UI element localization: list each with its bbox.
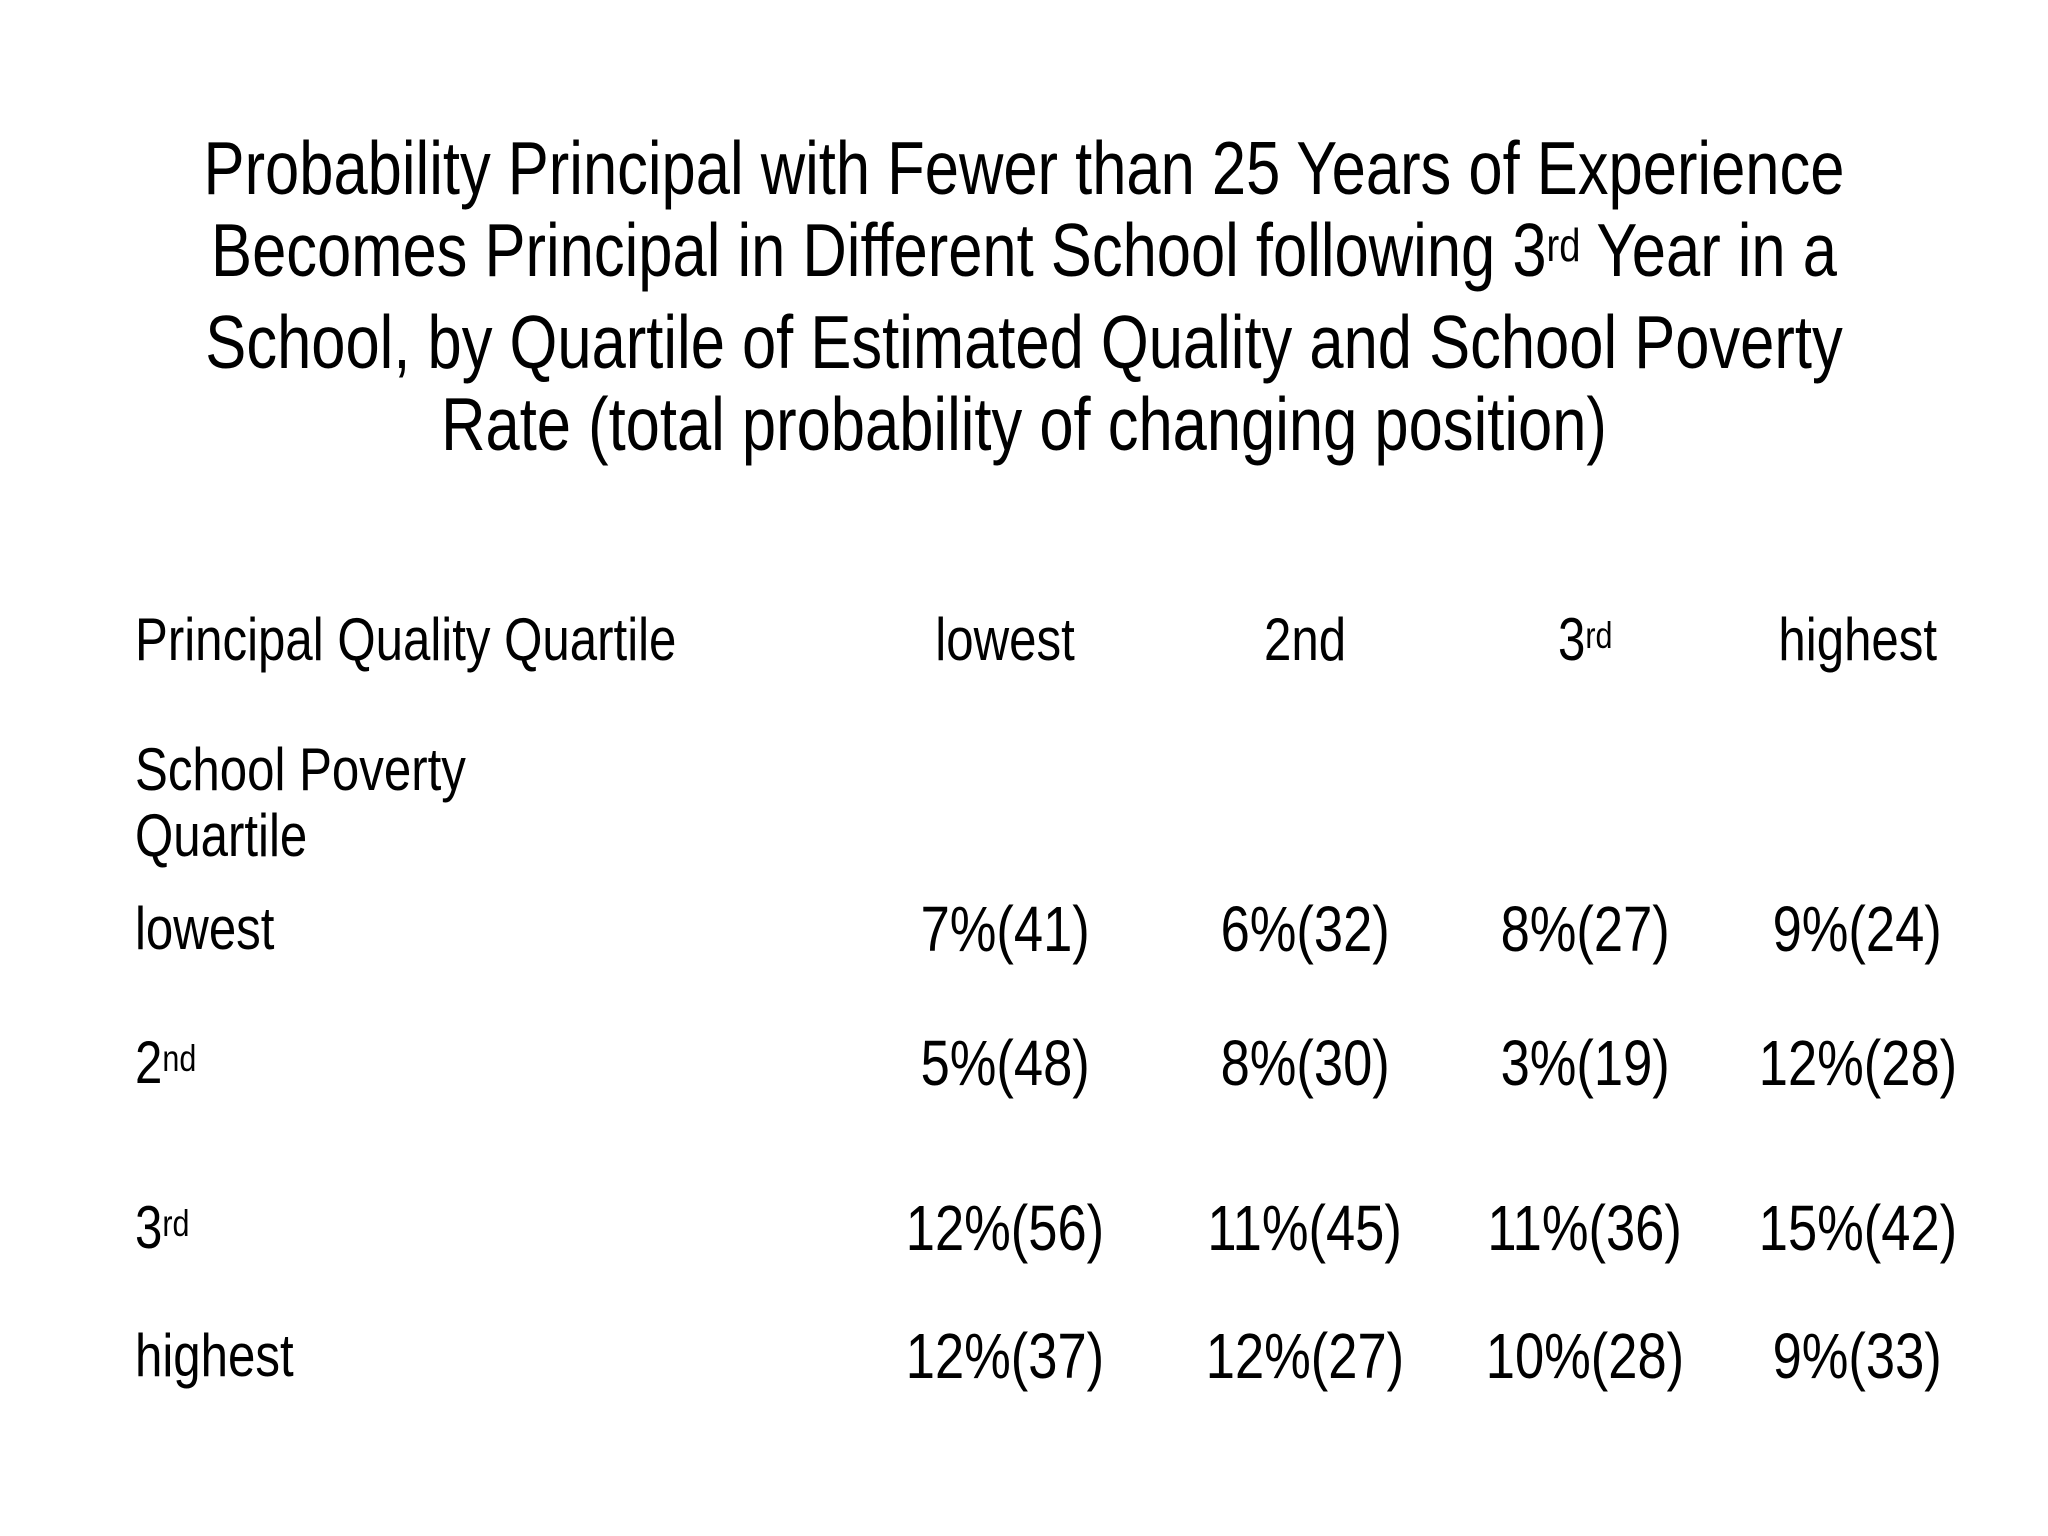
title-line-3: School, by Quartile of Estimated Quality… (205, 300, 1843, 384)
column-header-2nd: 2nd (1263, 606, 1347, 673)
table-row-lowest: lowest 7%(41) 6%(32) 8%(27) 9%(24) (135, 896, 1990, 969)
header-row-label: Principal Quality Quartile (135, 606, 677, 673)
table-row-highest: highest 12%(37) 12%(27) 10%(28) 9%(33) (135, 1323, 1990, 1396)
cell-value: 9%(33) (1772, 1320, 1943, 1392)
cell-value: 11%(45) (1207, 1192, 1403, 1264)
cell-value: 12%(37) (905, 1320, 1105, 1392)
title-line-4: Rate (total probability of changing posi… (441, 382, 1607, 466)
row-group-label: School Poverty Quartile (135, 737, 1990, 869)
title-superscript: rd (1546, 219, 1581, 272)
cell-value: 8%(27) (1500, 893, 1670, 965)
row-label-highest: highest (135, 1322, 294, 1389)
slide-title: Probability Principal with Fewer than 25… (0, 127, 2048, 465)
cell-value: 11%(36) (1487, 1192, 1683, 1264)
column-header-highest: highest (1778, 606, 1937, 673)
cell-value: 7%(41) (920, 893, 1090, 965)
school-poverty-quartile-label: School Poverty Quartile (135, 736, 466, 869)
row-label-lowest: lowest (135, 895, 275, 962)
row-label-2nd: 2nd (135, 1029, 197, 1096)
row-label-3rd: 3rd (135, 1194, 190, 1261)
cell-value: 10%(28) (1485, 1320, 1685, 1392)
cell-value: 3%(19) (1500, 1027, 1670, 1099)
cell-value: 5%(48) (920, 1027, 1090, 1099)
table-row-2nd: 2nd 5%(48) 8%(30) 3%(19) 12%(28) (135, 1030, 1990, 1103)
cell-value: 8%(30) (1220, 1027, 1390, 1099)
cell-value: 9%(24) (1772, 893, 1943, 965)
cell-value: 12%(27) (1205, 1320, 1405, 1392)
cell-value: 12%(28) (1758, 1027, 1957, 1099)
title-line-2: Becomes Principal in Different School fo… (211, 208, 1837, 292)
title-line-1: Probability Principal with Fewer than 25… (203, 126, 1845, 210)
column-header-superscript: rd (1585, 614, 1613, 657)
table-row-3rd: 3rd 12%(56) 11%(45) 11%(36) 15%(42) (135, 1195, 1990, 1268)
cell-value: 15%(42) (1758, 1192, 1957, 1264)
column-header-lowest: lowest (935, 606, 1075, 673)
cell-value: 6%(32) (1220, 893, 1390, 965)
cell-value: 12%(56) (905, 1192, 1105, 1264)
column-header-3rd: 3rd (1557, 606, 1613, 673)
table-header-row: Principal Quality Quartile lowest 2nd 3r… (135, 607, 1990, 680)
